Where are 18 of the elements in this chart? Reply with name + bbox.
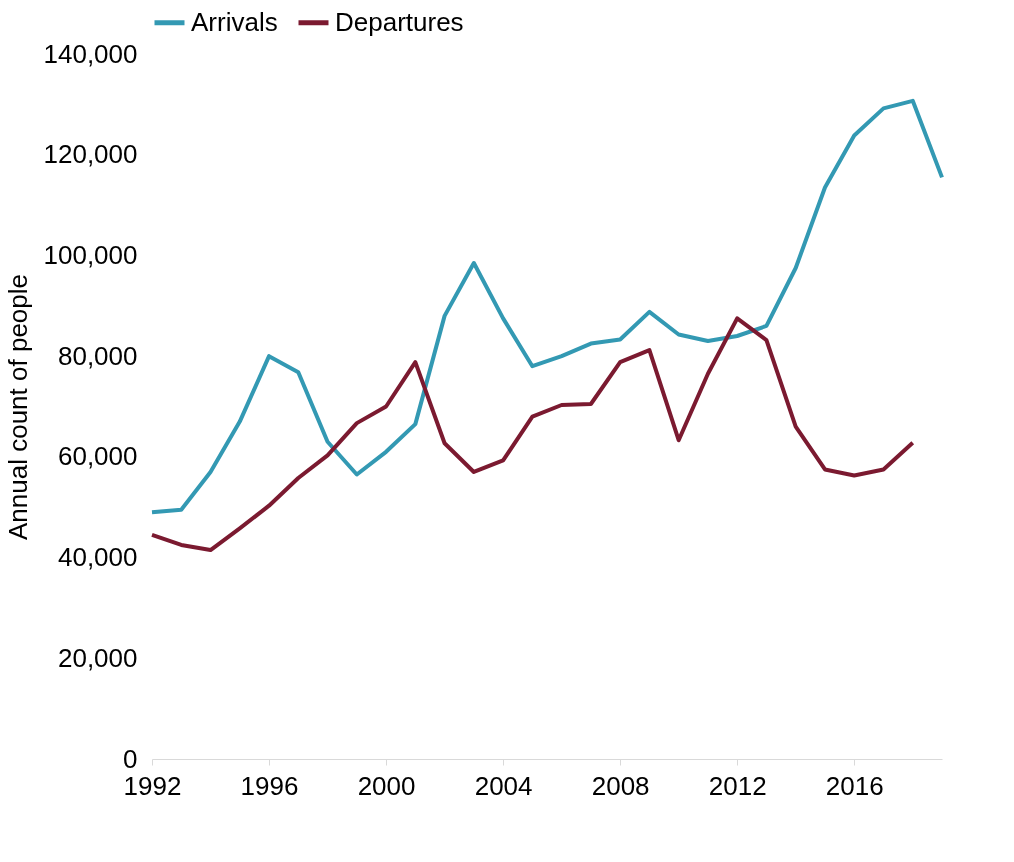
line-series xyxy=(150,316,915,553)
legend-label: Departures xyxy=(335,6,464,37)
x-tick-label: 2004 xyxy=(474,770,533,801)
y-tick-label: 20,000 xyxy=(57,642,138,673)
y-tick-label: 140,000 xyxy=(43,38,138,69)
y-tick-label: 100,000 xyxy=(43,239,138,270)
legend-label: Arrivals xyxy=(191,6,278,37)
y-axis-title: Annual count of people xyxy=(2,274,33,540)
line-series xyxy=(150,98,944,515)
y-tick-label: 40,000 xyxy=(57,542,138,573)
x-tick-label: 2012 xyxy=(708,770,767,801)
x-tick-label: 2016 xyxy=(825,770,884,801)
x-tick-label: 1996 xyxy=(240,770,299,801)
y-tick-label: 120,000 xyxy=(43,139,138,170)
y-tick-label: 80,000 xyxy=(57,340,138,371)
y-tick-label: 60,000 xyxy=(57,441,138,472)
x-tick-label: 2000 xyxy=(357,770,416,801)
x-tick-label: 2008 xyxy=(591,770,650,801)
